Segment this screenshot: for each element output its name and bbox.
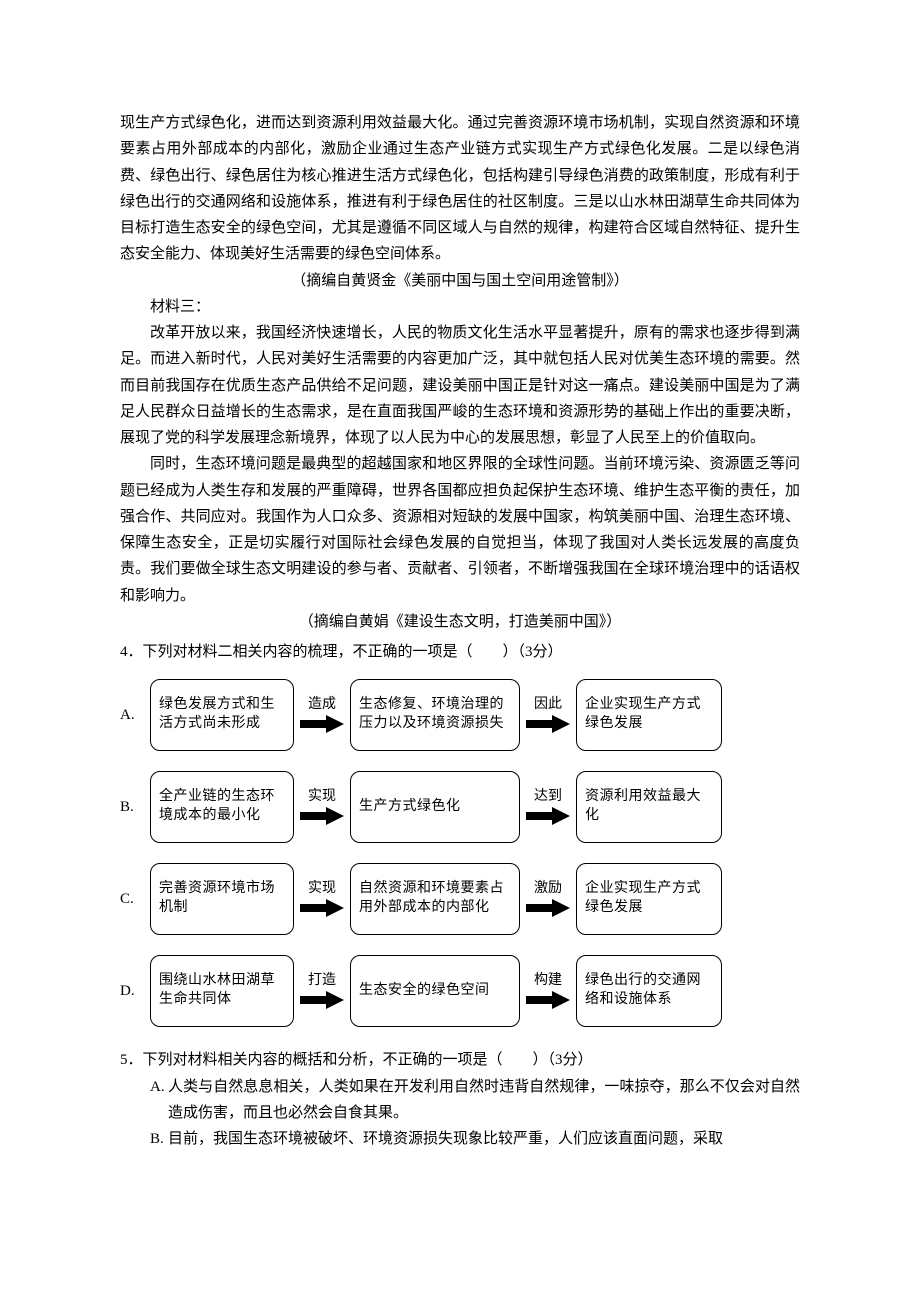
document-page: 现生产方式绿色化，进而达到资源利用效益最大化。通过完善资源环境市场机制，实现自然… <box>0 0 920 1212</box>
option-b-label: B. <box>150 1126 168 1152</box>
option-a: A.人类与自然息息相关，人类如果在开发利用自然时违背自然规律，一味掠夺，那么不仅… <box>150 1074 800 1127</box>
arrow-right-icon <box>300 990 344 1010</box>
arrow-right-icon <box>526 714 570 734</box>
arrow-right-icon <box>300 898 344 918</box>
body-paragraph-1: 现生产方式绿色化，进而达到资源利用效益最大化。通过完善资源环境市场机制，实现自然… <box>120 110 800 268</box>
flow-connector-label: 构建 <box>534 973 562 988</box>
option-b: B.目前，我国生态环境被破坏、环境资源损失现象比较严重，人们应该直面问题，采取 <box>150 1126 800 1152</box>
option-a-text: 人类与自然息息相关，人类如果在开发利用自然时违背自然规律，一味掠夺，那么不仅会对… <box>168 1079 800 1121</box>
flow-connector-label: 因此 <box>534 697 562 712</box>
flow-connector-label: 打造 <box>308 973 336 988</box>
material-3-label: 材料三： <box>120 294 800 320</box>
flow-node: 完善资源环境市场机制 <box>150 863 294 935</box>
flow-connector: 达到 <box>526 789 570 826</box>
flow-connector-label: 实现 <box>308 881 336 896</box>
flow-node: 生态安全的绿色空间 <box>350 955 520 1027</box>
flow-node: 企业实现生产方式绿色发展 <box>576 863 722 935</box>
flow-connector-label: 造成 <box>308 697 336 712</box>
question-5-stem: 5．下列对材料相关内容的概括和分析，不正确的一项是（ ）（3分） <box>120 1047 800 1073</box>
flow-connector: 实现 <box>300 789 344 826</box>
flow-row-c: C.完善资源环境市场机制实现 自然资源和环境要素占用外部成本的内部化激励 企业实… <box>120 863 800 935</box>
flow-node: 围绕山水林田湖草生命共同体 <box>150 955 294 1027</box>
flow-node: 资源利用效益最大化 <box>576 771 722 843</box>
flow-row-b: B.全产业链的生态环境成本的最小化实现 生产方式绿色化达到 资源利用效益最大化 <box>120 771 800 843</box>
source-line-1: （摘编自黄贤金《美丽中国与国土空间用途管制》） <box>120 268 800 294</box>
flow-node: 绿色发展方式和生活方式尚未形成 <box>150 679 294 751</box>
flow-node: 生态修复、环境治理的压力以及环境资源损失 <box>350 679 520 751</box>
option-b-text: 目前，我国生态环境被破坏、环境资源损失现象比较严重，人们应该直面问题，采取 <box>168 1131 723 1147</box>
flow-row-d: D.围绕山水林田湖草生命共同体打造 生态安全的绿色空间构建 绿色出行的交通网络和… <box>120 955 800 1027</box>
source-line-2: （摘编自黄娟《建设生态文明，打造美丽中国》） <box>120 609 800 635</box>
flow-row-label: D. <box>120 978 150 1004</box>
body-paragraph-2: 改革开放以来，我国经济快速增长，人民的物质文化生活水平显著提升，原有的需求也逐步… <box>120 320 800 451</box>
arrow-right-icon <box>526 990 570 1010</box>
flow-connector: 打造 <box>300 973 344 1010</box>
body-paragraph-3: 同时，生态环境问题是最典型的超越国家和地区界限的全球性问题。当前环境污染、资源匮… <box>120 451 800 609</box>
arrow-right-icon <box>300 714 344 734</box>
flow-connector-label: 达到 <box>534 789 562 804</box>
flow-connector: 因此 <box>526 697 570 734</box>
flow-connector: 激励 <box>526 881 570 918</box>
flow-connector-label: 实现 <box>308 789 336 804</box>
arrow-right-icon <box>526 898 570 918</box>
arrow-right-icon <box>300 806 344 826</box>
option-a-label: A. <box>150 1074 168 1100</box>
flow-node: 全产业链的生态环境成本的最小化 <box>150 771 294 843</box>
flow-connector: 实现 <box>300 881 344 918</box>
flow-connector: 构建 <box>526 973 570 1010</box>
flow-row-label: B. <box>120 794 150 820</box>
flow-row-label: C. <box>120 886 150 912</box>
arrow-right-icon <box>526 806 570 826</box>
flow-connector-label: 激励 <box>534 881 562 896</box>
question-4-stem: 4．下列对材料二相关内容的梳理，不正确的一项是（ ）（3分） <box>120 639 800 665</box>
flow-node: 绿色出行的交通网络和设施体系 <box>576 955 722 1027</box>
flow-row-label: A. <box>120 702 150 728</box>
flow-connector: 造成 <box>300 697 344 734</box>
flow-node: 自然资源和环境要素占用外部成本的内部化 <box>350 863 520 935</box>
flowchart-options: A.绿色发展方式和生活方式尚未形成造成 生态修复、环境治理的压力以及环境资源损失… <box>120 679 800 1027</box>
flow-node: 企业实现生产方式绿色发展 <box>576 679 722 751</box>
flow-row-a: A.绿色发展方式和生活方式尚未形成造成 生态修复、环境治理的压力以及环境资源损失… <box>120 679 800 751</box>
flow-node: 生产方式绿色化 <box>350 771 520 843</box>
